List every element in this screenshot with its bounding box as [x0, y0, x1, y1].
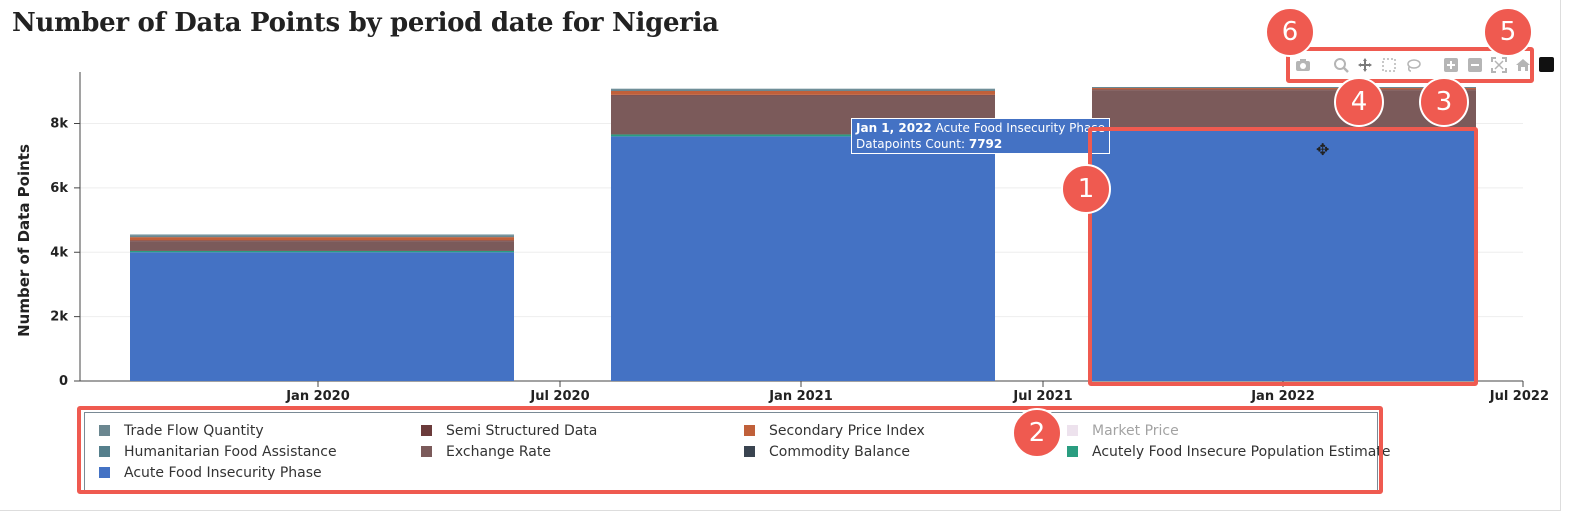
legend-swatch	[421, 446, 432, 457]
bar-segment	[130, 237, 514, 241]
x-tick-label: Jan 2020	[285, 389, 350, 404]
zoom-out-icon[interactable]	[1466, 57, 1484, 75]
bar-segment	[1092, 88, 1476, 90]
camera-icon[interactable]	[1294, 57, 1312, 75]
x-tick-label: Jul 2021	[1012, 389, 1072, 404]
x-tick-label: Jul 2020	[529, 389, 589, 404]
legend-swatch	[1067, 446, 1078, 457]
bar-segment	[130, 250, 514, 253]
legend-item[interactable]: Acutely Food Insecure Population Estimat…	[1067, 443, 1390, 461]
y-tick-label: 6k	[50, 181, 68, 196]
bar-segment	[611, 94, 995, 96]
x-tick-label: Jul 2022	[1489, 389, 1549, 404]
legend-label: Acutely Food Insecure Population Estimat…	[1092, 444, 1391, 460]
legend-label: Acute Food Insecurity Phase	[124, 465, 322, 481]
badge-5: 5	[1483, 7, 1533, 57]
highlight-legend	[77, 406, 1383, 494]
badge-4: 4	[1334, 77, 1384, 127]
legend-item[interactable]: Trade Flow Quantity	[99, 422, 264, 440]
legend-item[interactable]: Acute Food Insecurity Phase	[99, 464, 322, 482]
legend-label: Secondary Price Index	[769, 423, 925, 439]
legend-item[interactable]: Market Price	[1067, 422, 1179, 440]
bar-segment	[611, 88, 995, 90]
hover-tooltip: Jan 1, 2022 Acute Food Insecurity Phase …	[851, 118, 1111, 154]
legend-item[interactable]: Commodity Balance	[744, 443, 910, 461]
lasso-icon[interactable]	[1404, 57, 1422, 75]
legend-item[interactable]: Semi Structured Data	[421, 422, 597, 440]
legend-label: Commodity Balance	[769, 444, 911, 460]
badge-6: 6	[1265, 7, 1315, 57]
badge-1: 1	[1061, 164, 1111, 214]
legend-swatch	[99, 446, 110, 457]
legend-swatch	[744, 446, 755, 457]
legend-label: Market Price	[1092, 423, 1179, 439]
reset-axes-icon[interactable]	[1514, 57, 1532, 75]
move-cursor-icon: ✥	[1316, 140, 1330, 159]
bar-segment	[130, 241, 514, 251]
legend-item[interactable]: Exchange Rate	[421, 443, 551, 461]
x-tick-label: Jan 2021	[768, 389, 833, 404]
bar-segment	[1092, 90, 1476, 129]
tooltip-count-label: Datapoints Count:	[856, 137, 966, 151]
bar-segment	[1092, 87, 1476, 88]
badge-3: 3	[1419, 77, 1469, 127]
legend-item[interactable]: Secondary Price Index	[744, 422, 925, 440]
bar-segment	[611, 134, 995, 137]
bar-segment	[130, 252, 514, 381]
legend-label: Exchange Rate	[446, 444, 551, 460]
tooltip-date: Jan 1, 2022	[856, 121, 932, 135]
box-select-icon[interactable]	[1380, 57, 1398, 75]
y-tick-label: 2k	[50, 310, 68, 325]
zoom-in-icon[interactable]	[1442, 57, 1460, 75]
bar-segment	[1092, 89, 1476, 91]
tooltip-count-value: 7792	[968, 137, 1003, 151]
x-tick-label: Jan 2022	[1250, 389, 1315, 404]
legend-item[interactable]: Humanitarian Food Assistance	[99, 443, 337, 461]
legend-label: Humanitarian Food Assistance	[124, 444, 337, 460]
bar-segment	[130, 234, 514, 236]
pan-icon[interactable]	[1356, 57, 1374, 75]
tooltip-series: Acute Food Insecurity Phase	[935, 121, 1106, 135]
legend-swatch	[99, 425, 110, 436]
plotly-logo-icon[interactable]	[1539, 57, 1554, 72]
y-tick-label: 8k	[50, 117, 68, 132]
autoscale-icon[interactable]	[1490, 57, 1508, 75]
legend: Trade Flow Quantity Semi Structured Data…	[84, 412, 1390, 492]
bar-segment	[130, 235, 514, 238]
zoom-icon[interactable]	[1332, 57, 1350, 75]
bar-segment	[130, 240, 514, 242]
bar-segment	[1092, 130, 1476, 381]
highlight-bar-jan-2022	[1088, 127, 1478, 386]
legend-swatch	[99, 467, 110, 478]
modebar	[1294, 55, 1532, 77]
bar-segment	[611, 90, 995, 95]
legend-swatch	[744, 425, 755, 436]
legend-label: Trade Flow Quantity	[124, 423, 264, 439]
legend-swatch	[1067, 425, 1078, 436]
y-tick-label: 4k	[50, 245, 68, 260]
badge-2: 2	[1012, 408, 1062, 458]
highlight-modebar	[1286, 47, 1534, 83]
legend-swatch	[421, 425, 432, 436]
y-axis-label: Number of Data Points	[15, 144, 33, 337]
page-title: Number of Data Points by period date for…	[12, 8, 719, 38]
bar-segment	[611, 89, 995, 91]
bar-segment	[1092, 87, 1476, 89]
bar-segment	[611, 136, 995, 381]
legend-label: Semi Structured Data	[446, 423, 598, 439]
y-tick-label: 0	[59, 374, 68, 389]
bar-chart[interactable]: 0 2k 4k 6k 8k Number of Data Points Jan 2020 Ju…	[0, 0, 1560, 410]
